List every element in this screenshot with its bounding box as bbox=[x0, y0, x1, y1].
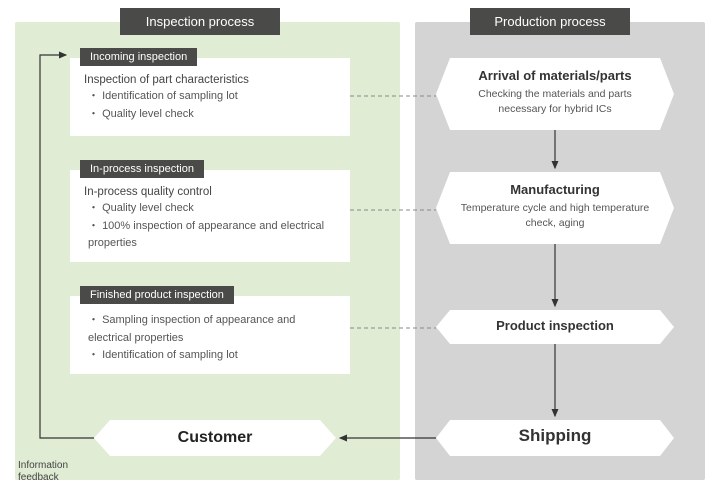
arrival-desc: Checking the materials and parts necessa… bbox=[458, 87, 652, 116]
customer-box: Customer bbox=[110, 420, 320, 456]
inspection-header: Inspection process bbox=[120, 8, 280, 35]
manufacturing-title: Manufacturing bbox=[458, 182, 652, 197]
incoming-item-0: ・ Identification of sampling lot bbox=[84, 88, 336, 106]
feedback-label: Informationfeedback bbox=[18, 460, 68, 484]
incoming-item-1: ・ Quality level check bbox=[84, 106, 336, 124]
in-process-inspection-box: In-process inspection In-process quality… bbox=[70, 170, 350, 262]
arrival-title: Arrival of materials/parts bbox=[458, 68, 652, 83]
in-process-item-0: ・ Quality level check bbox=[84, 200, 336, 218]
in-process-item-1: ・ 100% inspection of appearance and elec… bbox=[84, 218, 336, 253]
incoming-inspection-title: Incoming inspection bbox=[80, 48, 197, 66]
shipping-title: Shipping bbox=[456, 426, 654, 446]
customer-label: Customer bbox=[110, 420, 320, 456]
in-process-title: In-process inspection bbox=[80, 160, 204, 178]
in-process-heading: In-process quality control bbox=[84, 186, 336, 198]
product-inspection-title: Product inspection bbox=[458, 318, 652, 333]
manufacturing-box: Manufacturing Temperature cycle and high… bbox=[450, 172, 660, 244]
incoming-inspection-box: Incoming inspection Inspection of part c… bbox=[70, 58, 350, 136]
product-inspection-box: Product inspection bbox=[450, 310, 660, 344]
finished-inspection-box: Finished product inspection ・ Sampling i… bbox=[70, 296, 350, 374]
shipping-box: Shipping bbox=[450, 420, 660, 456]
manufacturing-desc: Temperature cycle and high temperature c… bbox=[458, 201, 652, 230]
finished-title: Finished product inspection bbox=[80, 286, 234, 304]
finished-item-1: ・ Identification of sampling lot bbox=[84, 347, 336, 365]
arrival-box: Arrival of materials/parts Checking the … bbox=[450, 58, 660, 130]
production-header: Production process bbox=[470, 8, 630, 35]
incoming-heading: Inspection of part characteristics bbox=[84, 74, 336, 86]
finished-item-0: ・ Sampling inspection of appearance and … bbox=[84, 312, 336, 347]
